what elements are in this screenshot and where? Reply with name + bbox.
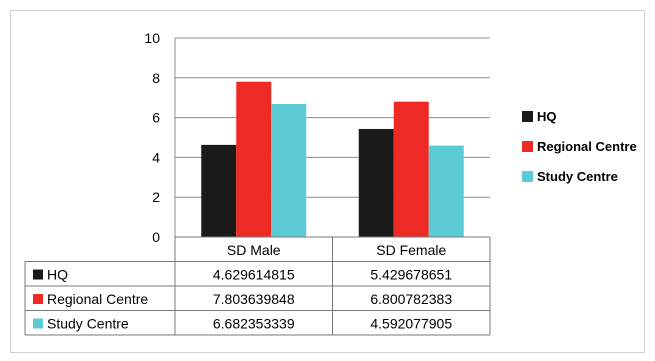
legend-label: Regional Centre	[537, 139, 637, 154]
bar	[428, 145, 464, 237]
y-tick-label: 0	[152, 229, 160, 245]
bar	[201, 144, 237, 237]
table-value: 4.592077905	[370, 316, 452, 332]
y-tick-label: 6	[152, 110, 160, 126]
legend-key	[522, 171, 533, 182]
y-axis-ticks: 0 2 4 6 8 10	[144, 30, 160, 245]
y-tick-label: 10	[144, 30, 160, 46]
legend-key	[522, 111, 533, 122]
table-value: 4.629614815	[213, 267, 295, 283]
table-legend-key	[33, 269, 43, 280]
bar	[236, 81, 272, 237]
table-value: 5.429678651	[370, 267, 452, 283]
y-tick-label: 4	[152, 149, 160, 165]
table-legend-key	[33, 294, 43, 304]
legend-key	[522, 141, 533, 152]
y-tick-label: 8	[152, 70, 160, 86]
table-legend-key	[33, 318, 43, 329]
table-value: 6.800782383	[370, 291, 452, 307]
bar	[358, 128, 394, 237]
table-series-label: HQ	[47, 267, 68, 283]
data-table: SD Male SD Female HQ 4.629614815 5.429678651…	[24, 236, 491, 336]
bar	[271, 104, 307, 237]
legend-label: Study Centre	[537, 169, 618, 184]
table-series-label: Regional Centre	[47, 291, 148, 307]
table-value: 6.682353339	[213, 316, 295, 332]
y-tick-label: 2	[152, 189, 160, 205]
legend: HQ Regional Centre Study Centre	[522, 109, 637, 184]
bar	[393, 101, 429, 237]
legend-label: HQ	[537, 109, 557, 124]
table-value: 7.803639848	[213, 291, 295, 307]
chart-frame	[10, 10, 645, 353]
x-category-label: SD Male	[227, 242, 281, 258]
x-category-label: SD Female	[376, 242, 446, 258]
bars	[201, 81, 464, 237]
table-series-label: Study Centre	[47, 316, 129, 332]
